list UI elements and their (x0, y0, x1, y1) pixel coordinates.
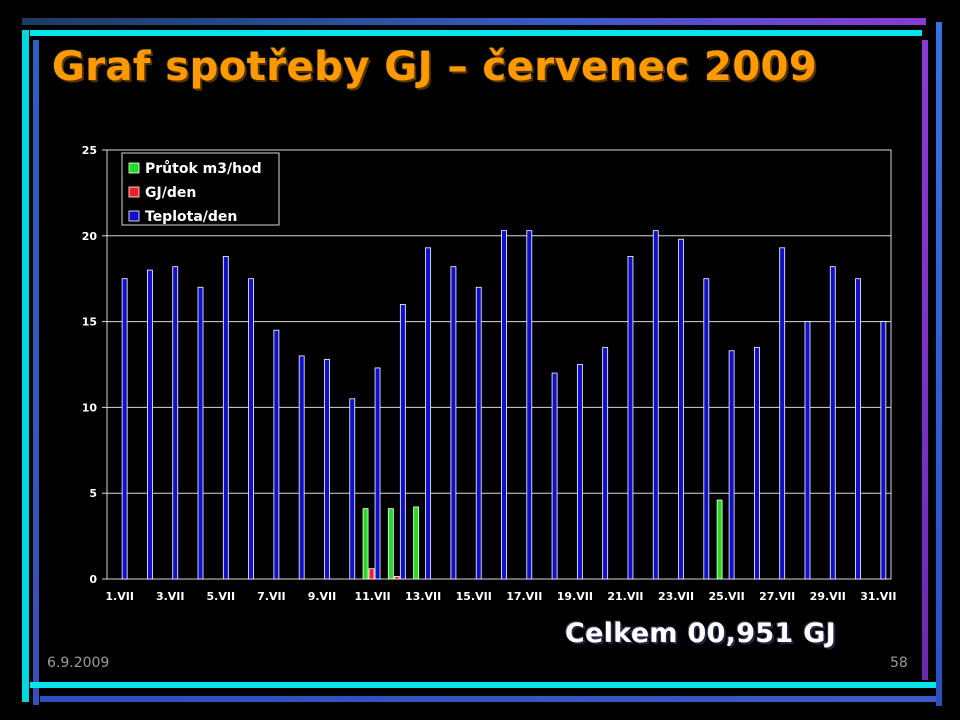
frame-bar-left-blue (33, 40, 39, 705)
legend-label: Teplota/den (145, 209, 237, 225)
legend-box (121, 152, 280, 226)
legend-label: Průtok m3/hod (145, 160, 262, 177)
x-tick-label: 13.VII (405, 590, 441, 603)
bar-temperature-13 (425, 247, 432, 580)
consumption-chart: 0 5 10 15 20 25 1.VII 3.VII 5.VII 7.VII 9.VII 11.VI… (82, 144, 897, 603)
legend-label: GJ/den (145, 185, 196, 201)
frame-bar-left-cyan (22, 30, 29, 702)
frame-bar-bottom-cyan (30, 682, 936, 688)
bar-temperature-27 (779, 247, 786, 580)
bar-temperature-23 (678, 238, 684, 580)
bar-temperature-12 (399, 304, 406, 580)
y-tick-label: 10 (82, 401, 98, 414)
bar-temperature-26 (754, 346, 760, 580)
bar-temperature-1 (121, 278, 128, 580)
x-tick-label: 19.VII (557, 590, 593, 603)
bar-temperature-28 (804, 321, 811, 580)
legend-swatch-0 (128, 162, 140, 174)
x-tick-label: 3.VII (156, 590, 185, 603)
bar-temperature-31 (880, 321, 887, 580)
bar-temperature-29 (829, 266, 836, 580)
bar-temperature-10 (349, 398, 356, 580)
bar-temperature-16 (501, 230, 507, 580)
footer-page-number: 58 (890, 655, 908, 671)
bar-temperature-21 (627, 255, 634, 580)
slide-title: Graf spotřeby GJ – červenec 2009 (52, 44, 818, 90)
x-tick-label: 15.VII (456, 590, 492, 603)
bar-gj-12 (393, 576, 400, 580)
bar-flow-12 (387, 508, 394, 580)
bar-temperature-8 (298, 355, 305, 580)
y-tick-label: 5 (89, 487, 97, 500)
x-tick-label: 29.VII (810, 590, 846, 603)
x-tick-label: 5.VII (207, 590, 236, 603)
x-tick-label: 1.VII (105, 590, 134, 603)
bar-temperature-4 (197, 286, 204, 580)
chart-frame: 0 5 10 15 20 25 1.VII 3.VII 5.VII 7.VII 9.VII 11.VI… (47, 132, 905, 612)
bar-temperature-6 (248, 278, 254, 580)
bar-temperature-17 (526, 230, 533, 580)
bar-flow-11 (362, 508, 369, 580)
y-tick-label: 0 (89, 573, 97, 586)
x-tick-label: 17.VII (506, 590, 542, 603)
frame-bar-bottom-blue (40, 696, 936, 702)
footer-date: 6.9.2009 (47, 655, 110, 671)
x-tick-label: 7.VII (257, 590, 286, 603)
x-tick-label: 23.VII (658, 590, 694, 603)
y-tick-label: 25 (82, 144, 97, 157)
x-tick-label: 27.VII (759, 590, 795, 603)
x-tick-label: 25.VII (709, 590, 745, 603)
bar-temperature-20 (602, 346, 609, 580)
frame-bar-top-cyan (30, 30, 922, 36)
y-tick-label: 15 (82, 316, 97, 329)
bar-temperature-7 (273, 329, 280, 580)
bar-temperature-22 (652, 230, 659, 580)
bar-flow-13 (413, 506, 420, 580)
frame-bar-right-blue (936, 22, 942, 706)
x-tick-label: 31.VII (860, 590, 896, 603)
frame-bar-top-dark (22, 18, 926, 25)
bar-temperature-18 (551, 372, 558, 580)
legend-swatch-2 (128, 210, 140, 222)
bar-temperature-2 (147, 269, 153, 580)
bar-temperature-11 (374, 367, 381, 580)
bar-temperature-15 (475, 286, 482, 580)
x-tick-label: 11.VII (354, 590, 390, 603)
bar-temperature-5 (222, 255, 229, 580)
bar-temperature-14 (450, 266, 457, 580)
bar-temperature-19 (576, 364, 583, 580)
frame-bar-right-purple (922, 40, 928, 680)
x-tick-label: 21.VII (607, 590, 643, 603)
bar-temperature-9 (324, 358, 330, 580)
bar-temperature-25 (728, 350, 735, 580)
bar-temperature-30 (855, 278, 861, 580)
y-tick-label: 20 (82, 230, 98, 243)
total-consumption-text: Celkem 00,951 GJ (565, 618, 837, 649)
bar-flow-25 (716, 499, 723, 580)
x-tick-label: 9.VII (308, 590, 337, 603)
bar-temperature-24 (703, 278, 710, 580)
legend-swatch-1 (128, 186, 140, 198)
bar-gj-11 (368, 568, 375, 580)
bar-temperature-3 (172, 266, 179, 580)
